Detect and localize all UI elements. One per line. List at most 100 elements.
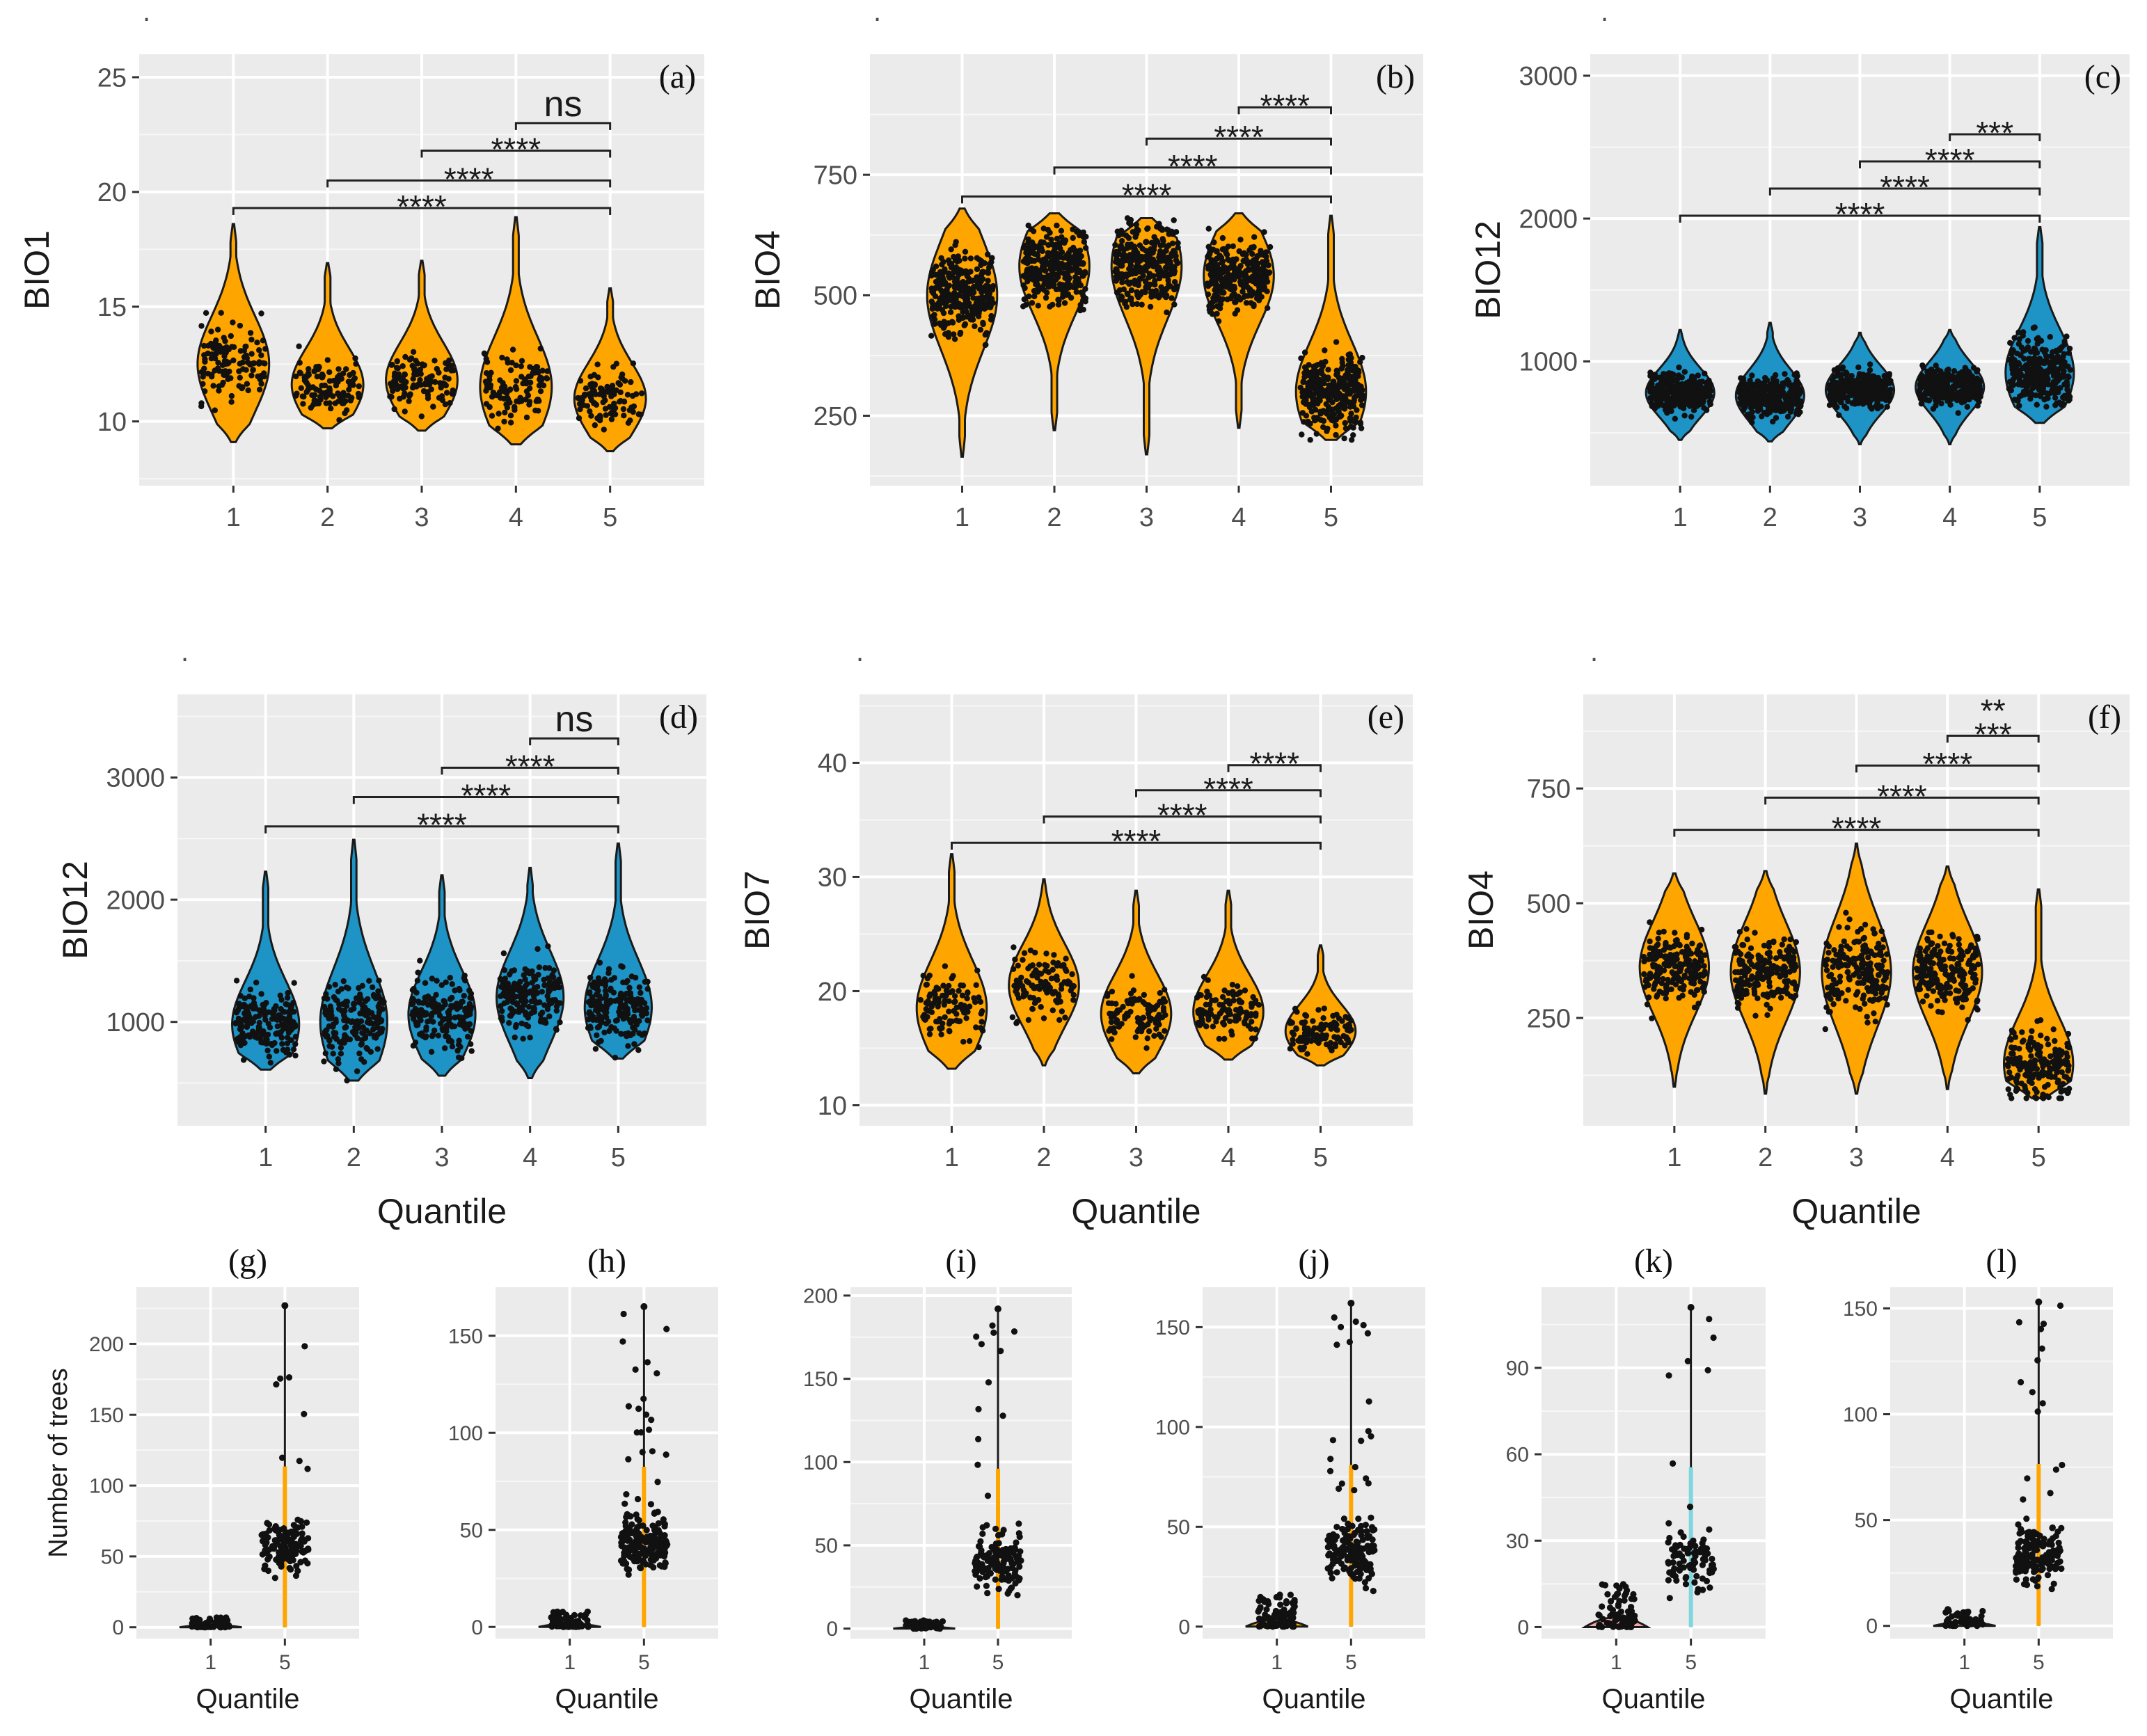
data-point (1022, 992, 1028, 998)
data-point (1040, 264, 1046, 270)
data-point (1248, 300, 1254, 306)
data-point (358, 995, 364, 1002)
data-point (1215, 318, 1222, 324)
data-point (1668, 408, 1674, 415)
data-point (288, 1003, 294, 1010)
data-point (1028, 226, 1034, 232)
data-point (518, 363, 524, 369)
data-point (970, 307, 977, 313)
data-point (1336, 414, 1342, 420)
data-point (2034, 340, 2041, 347)
data-point (1074, 228, 1080, 235)
data-point (363, 1044, 370, 1051)
data-point (260, 360, 267, 366)
data-point (235, 1005, 242, 1012)
data-point (1059, 234, 1065, 240)
data-point (595, 1002, 602, 1008)
significance-bracket (326, 179, 612, 188)
data-point (202, 388, 208, 395)
data-point (235, 1015, 242, 1022)
data-point (416, 999, 422, 1006)
data-point (617, 398, 624, 404)
data-point (631, 403, 637, 410)
y-tick-label: 1000 (106, 1008, 165, 1037)
data-point (355, 390, 362, 397)
data-point (1055, 301, 1062, 308)
data-point (247, 986, 253, 993)
data-point (2026, 359, 2032, 365)
data-point (951, 993, 958, 999)
data-point (1033, 997, 1040, 1004)
data-point (628, 379, 634, 385)
data-point (946, 1008, 952, 1014)
data-point (1051, 952, 1057, 958)
data-point (314, 374, 320, 380)
data-point (1175, 244, 1181, 250)
data-point (2039, 379, 2046, 385)
data-point (507, 1012, 514, 1019)
data-point (1749, 372, 1755, 379)
significance-label: ns (544, 84, 583, 125)
data-point (1020, 303, 1027, 310)
data-point (1770, 375, 1777, 381)
data-point (2057, 356, 2063, 363)
data-point (213, 337, 219, 344)
data-point (1700, 388, 1706, 394)
data-point (366, 978, 372, 984)
x-tick-label: 4 (1942, 503, 1957, 532)
data-point (986, 303, 992, 310)
data-point (1827, 392, 1834, 398)
data-point (256, 1007, 262, 1014)
data-point (505, 992, 512, 999)
data-point (504, 999, 510, 1005)
data-point (926, 972, 933, 979)
data-point (953, 302, 960, 309)
data-point (557, 1019, 563, 1026)
data-point (1886, 397, 1892, 404)
data-point (335, 398, 342, 404)
data-point (1111, 1029, 1118, 1036)
data-point (1113, 278, 1119, 284)
data-point (1130, 987, 1137, 994)
data-point (1783, 379, 1789, 385)
significance-label: **** (1925, 142, 1975, 178)
data-point (1237, 237, 1244, 243)
data-point (2025, 337, 2031, 344)
x-tick-label: 4 (523, 1143, 537, 1172)
data-point (1140, 273, 1146, 279)
data-point (292, 1041, 299, 1047)
x-tick-label: 3 (1139, 503, 1154, 532)
data-point (537, 376, 544, 382)
data-point (529, 989, 536, 996)
data-point (1173, 253, 1179, 260)
data-point (221, 335, 227, 341)
data-point (1121, 252, 1127, 258)
data-point (409, 987, 416, 994)
data-point (1650, 376, 1656, 383)
data-point (639, 1012, 646, 1019)
data-point (956, 1018, 963, 1024)
data-point (1127, 221, 1134, 228)
data-point (354, 1068, 361, 1074)
data-point (1302, 398, 1309, 404)
data-point (976, 1044, 982, 1051)
data-point (1764, 377, 1770, 383)
data-point (638, 390, 645, 397)
data-point (1235, 294, 1242, 300)
data-point (216, 383, 222, 390)
x-tick-label: 1 (944, 1143, 959, 1172)
data-point (533, 398, 539, 404)
data-point (983, 342, 989, 348)
data-point (1171, 217, 1177, 223)
data-point (526, 399, 533, 405)
data-point (1958, 399, 1965, 406)
data-point (481, 350, 488, 356)
data-point (961, 322, 967, 328)
data-point (978, 1010, 985, 1017)
data-point (291, 980, 297, 986)
data-point (1217, 271, 1223, 278)
data-point (1205, 244, 1212, 250)
data-point (483, 401, 490, 407)
